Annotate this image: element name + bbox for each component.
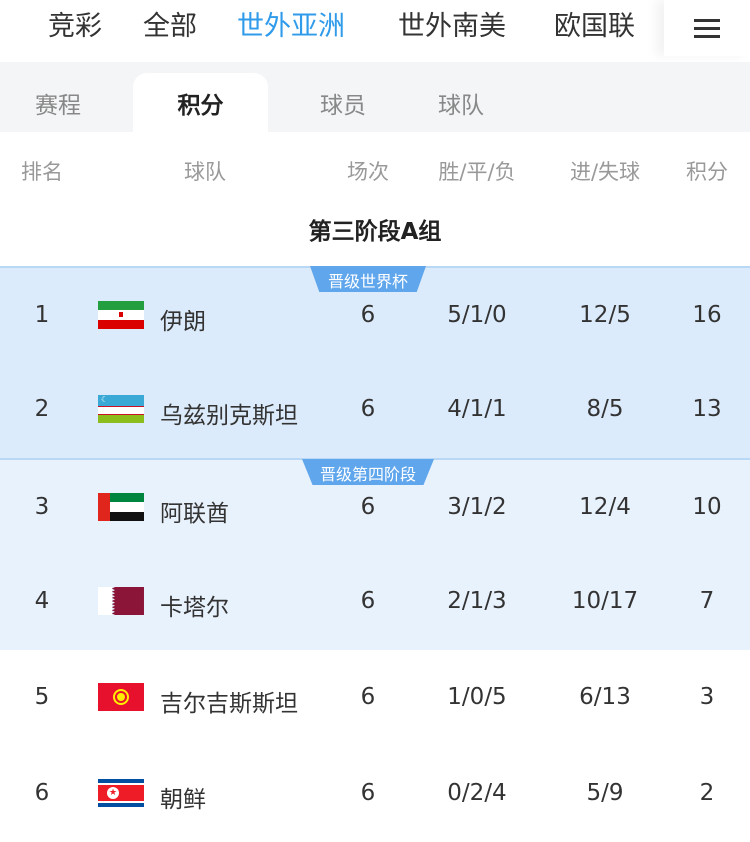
nav-jingcai[interactable]: 竞彩 xyxy=(48,11,102,42)
uzbekistan-flag-icon: ☾ xyxy=(98,395,144,423)
points: 2 xyxy=(699,780,715,806)
tab-standings[interactable]: 积分 xyxy=(133,73,268,132)
rank: 2 xyxy=(34,396,50,422)
north-korea-flag-icon: ★ xyxy=(98,779,144,807)
played: 6 xyxy=(360,494,376,520)
wdl: 1/0/5 xyxy=(447,684,507,710)
team-name[interactable]: 伊朗 xyxy=(160,309,206,335)
qatar-flag-icon xyxy=(98,587,144,615)
goals: 6/13 xyxy=(579,684,631,710)
wdl: 2/1/3 xyxy=(447,588,507,614)
kyrgyzstan-flag-icon xyxy=(98,683,144,711)
wdl: 3/1/2 xyxy=(447,494,507,520)
goals: 12/5 xyxy=(579,302,631,328)
rank: 4 xyxy=(34,588,50,614)
nav-wc-south-america[interactable]: 世外南美 xyxy=(398,11,506,42)
table-row[interactable]: 5 吉尔吉斯斯坦 6 1/0/5 6/13 3 xyxy=(0,650,750,746)
table-row[interactable]: 4 卡塔尔 6 2/1/3 10/17 7 xyxy=(0,554,750,650)
team-name[interactable]: 卡塔尔 xyxy=(160,595,229,621)
wdl: 4/1/1 xyxy=(447,396,507,422)
nav-nations-league[interactable]: 欧国联 xyxy=(554,11,635,42)
group-title: 第三阶段A组 xyxy=(308,219,442,245)
tab-schedule[interactable]: 赛程 xyxy=(35,93,81,119)
zone-badge-world-cup: 晋级世界杯 xyxy=(310,266,427,292)
played: 6 xyxy=(360,302,376,328)
points: 16 xyxy=(692,302,722,328)
played: 6 xyxy=(360,780,376,806)
rank: 6 xyxy=(34,780,50,806)
team-name[interactable]: 阿联酋 xyxy=(160,501,229,527)
header-goals: 进/失球 xyxy=(569,160,641,184)
iran-flag-icon xyxy=(98,301,144,329)
goals: 5/9 xyxy=(586,780,624,806)
tab-bar: 赛程 积分 球员 球队 xyxy=(0,62,750,132)
team-name[interactable]: 吉尔吉斯斯坦 xyxy=(160,691,298,717)
points: 7 xyxy=(699,588,715,614)
nav-all[interactable]: 全部 xyxy=(143,11,197,42)
points: 3 xyxy=(699,684,715,710)
tab-teams[interactable]: 球队 xyxy=(438,93,484,119)
goals: 8/5 xyxy=(586,396,624,422)
nav-wc-asia[interactable]: 世外亚洲 xyxy=(237,11,345,42)
table-row[interactable]: 6 ★ 朝鲜 6 0/2/4 5/9 2 xyxy=(0,746,750,842)
wdl: 0/2/4 xyxy=(447,780,507,806)
wdl: 5/1/0 xyxy=(447,302,507,328)
table-row[interactable]: 2 ☾ 乌兹别克斯坦 6 4/1/1 8/5 13 xyxy=(0,362,750,458)
table-header: 排名 球队 场次 胜/平/负 进/失球 积分 xyxy=(0,132,750,200)
uae-flag-icon xyxy=(98,493,144,521)
tab-players[interactable]: 球员 xyxy=(320,93,366,119)
rank: 1 xyxy=(34,302,50,328)
header-rank: 排名 xyxy=(21,160,63,184)
top-nav: 竞彩 全部 世外亚洲 世外南美 欧国联 xyxy=(0,0,750,62)
played: 6 xyxy=(360,396,376,422)
points: 10 xyxy=(692,494,722,520)
team-name[interactable]: 乌兹别克斯坦 xyxy=(160,403,298,429)
header-wdl: 胜/平/负 xyxy=(438,160,516,184)
hamburger-menu-icon[interactable] xyxy=(664,0,750,56)
rank: 5 xyxy=(34,684,50,710)
played: 6 xyxy=(360,684,376,710)
zone-badge-fourth-round: 晋级第四阶段 xyxy=(302,459,435,485)
played: 6 xyxy=(360,588,376,614)
header-points: 积分 xyxy=(686,160,728,184)
goals: 10/17 xyxy=(571,588,639,614)
points: 13 xyxy=(692,396,722,422)
header-team: 球队 xyxy=(184,160,226,184)
rank: 3 xyxy=(34,494,50,520)
header-played: 场次 xyxy=(347,160,389,184)
goals: 12/4 xyxy=(579,494,631,520)
team-name[interactable]: 朝鲜 xyxy=(160,787,206,813)
